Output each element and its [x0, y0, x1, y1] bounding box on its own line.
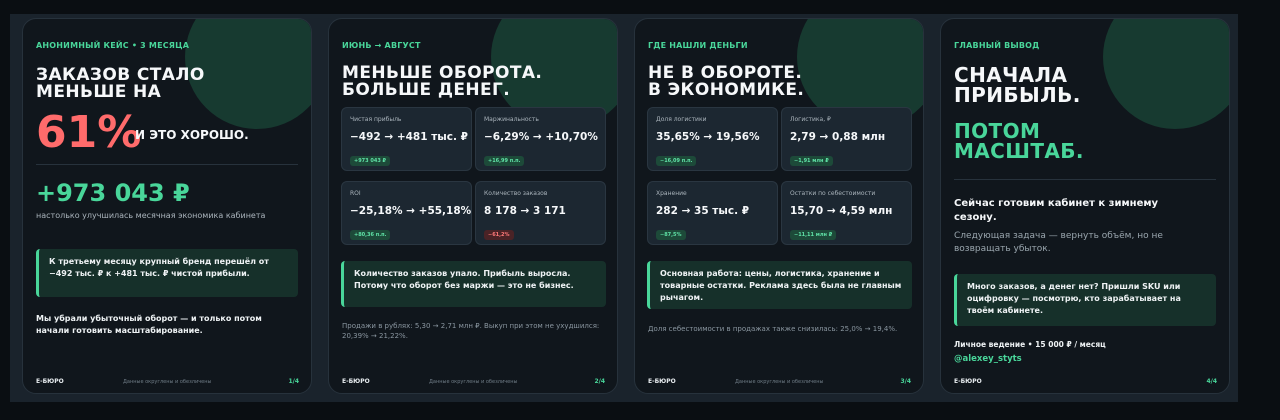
metric-delta-badge: −1,91 млн ₽: [790, 156, 833, 166]
metric-card: Маржинальность −6,29% → +10,70% +16,99 п…: [475, 107, 606, 171]
metric-card: Чистая прибыль −492 → +481 тыс. ₽ +973 0…: [341, 107, 472, 171]
footer-disclaimer: Данные округлены и обезличены: [735, 379, 824, 385]
metric-value: −492 → +481 тыс. ₽: [350, 131, 468, 143]
brand-label: Е-БЮРО: [648, 378, 676, 385]
metric-value: 2,79 → 0,88 млн: [790, 131, 886, 143]
slide-title-line1: ЗАКАЗОВ СТАЛО: [36, 65, 205, 85]
brand-label: Е-БЮРО: [954, 378, 982, 385]
metric-delta-badge: +16,99 п.п.: [484, 156, 525, 166]
metric-value: −25,18% → +55,18%: [350, 205, 472, 217]
metric-delta-badge: −87,5%: [656, 230, 686, 240]
slide-title-line1: СНАЧАЛА: [954, 63, 1068, 87]
slide-title-line2: МЕНЬШЕ НА: [36, 82, 162, 102]
page-counter: 1/4: [288, 378, 299, 385]
metric-card: Логистика, ₽ 2,79 → 0,88 млн −1,91 млн ₽: [781, 107, 912, 171]
slide-title-line2: БОЛЬШЕ ДЕНЕГ.: [342, 80, 511, 100]
subhead: Сейчас готовим кабинет к зимнему сезону.: [954, 198, 1159, 223]
slide-title-line2: В ЭКОНОМИКЕ.: [648, 80, 805, 100]
metric-card: Хранение 282 → 35 тыс. ₽ −87,5%: [647, 181, 778, 245]
metric-card: Остатки по себестоимости 15,70 → 4,59 мл…: [781, 181, 912, 245]
offer-line: Личное ведение • 15 000 ₽ / месяц: [954, 340, 1106, 349]
bottom-note: Продажи в рублях: 5,30 → 2,71 млн ₽. Вык…: [342, 322, 600, 340]
highlight-note: Основная работа: цены, логистика, хранен…: [647, 261, 912, 309]
page-counter: 2/4: [594, 378, 605, 385]
subtext: Следующая задача — вернуть объём, но не …: [954, 231, 1163, 254]
metric-label: Маржинальность: [484, 116, 539, 123]
divider: [954, 179, 1216, 180]
metric-label: Количество заказов: [484, 190, 548, 197]
slide-kicker: ИЮНЬ → АВГУСТ: [342, 41, 421, 50]
slide-kicker: ГЛАВНЫЙ ВЫВОД: [954, 41, 1040, 50]
metric-delta-badge: −16,09 п.п.: [656, 156, 697, 166]
page-counter: 4/4: [1206, 378, 1217, 385]
closing-text: Мы убрали убыточный оборот — и только по…: [36, 314, 262, 335]
amount-value: +973 043 ₽: [36, 179, 190, 207]
metric-label: Хранение: [656, 190, 687, 197]
green-line2: МАСШТАБ.: [954, 139, 1084, 163]
brand-label: Е-БЮРО: [36, 378, 64, 385]
slide-card-3: ГДЕ НАШЛИ ДЕНЬГИ НЕ В ОБОРОТЕ. В ЭКОНОМИ…: [634, 18, 924, 394]
author-handle[interactable]: @alexey_styts: [954, 354, 1022, 364]
page-counter: 3/4: [900, 378, 911, 385]
metric-card: ROI −25,18% → +55,18% +80,36 п.п.: [341, 181, 472, 245]
amount-caption: настолько улучшилась месячная экономика …: [36, 211, 266, 220]
metric-value: 282 → 35 тыс. ₽: [656, 205, 750, 217]
metric-delta-badge: +973 043 ₽: [350, 156, 391, 166]
cta-note: Много заказов, а денег нет? Пришли SKU и…: [954, 274, 1216, 326]
slide-kicker: АНОНИМНЫЙ КЕЙС • 3 МЕСЯЦА: [36, 41, 190, 50]
metric-value: 8 178 → 3 171: [484, 205, 566, 217]
metric-label: Доля логистики: [656, 116, 707, 123]
decorative-circle: [1103, 19, 1229, 129]
highlight-note: К третьему месяцу крупный бренд перешёл …: [36, 249, 298, 297]
slide-title-line1: НЕ В ОБОРОТЕ.: [648, 63, 803, 83]
footer-disclaimer: Данные округлены и обезличены: [429, 379, 518, 385]
slide-kicker: ГДЕ НАШЛИ ДЕНЬГИ: [648, 41, 748, 50]
metric-card: Количество заказов 8 178 → 3 171 −61,2%: [475, 181, 606, 245]
metric-label: Остатки по себестоимости: [790, 190, 876, 197]
big-percent: 61%: [36, 107, 142, 158]
brand-label: Е-БЮРО: [342, 378, 370, 385]
divider: [36, 164, 298, 165]
metric-value: 35,65% → 19,56%: [656, 131, 760, 143]
slide-title-line1: МЕНЬШЕ ОБОРОТА.: [342, 63, 543, 83]
footer-disclaimer: Данные округлены и обезличены: [123, 379, 212, 385]
metric-delta-badge: −11,11 млн ₽: [790, 230, 837, 240]
slide-title-line2: ПРИБЫЛЬ.: [954, 83, 1081, 107]
slide-card-2: ИЮНЬ → АВГУСТ МЕНЬШЕ ОБОРОТА. БОЛЬШЕ ДЕН…: [328, 18, 618, 394]
slide-card-1: АНОНИМНЫЙ КЕЙС • 3 МЕСЯЦА ЗАКАЗОВ СТАЛО …: [22, 18, 312, 394]
metric-label: Логистика, ₽: [790, 116, 831, 123]
metric-delta-badge: +80,36 п.п.: [350, 230, 391, 240]
metric-value: 15,70 → 4,59 млн: [790, 205, 893, 217]
metric-label: ROI: [350, 190, 361, 197]
metric-value: −6,29% → +10,70%: [484, 131, 598, 143]
percent-caption: И ЭТО ХОРОШО.: [135, 128, 249, 142]
highlight-note: Количество заказов упало. Прибыль выросл…: [341, 261, 606, 307]
slide-card-4: ГЛАВНЫЙ ВЫВОД СНАЧАЛА ПРИБЫЛЬ. ПОТОМ МАС…: [940, 18, 1230, 394]
bottom-note: Доля себестоимости в продажах также сниз…: [648, 325, 898, 333]
metric-card: Доля логистики 35,65% → 19,56% −16,09 п.…: [647, 107, 778, 171]
metric-delta-badge: −61,2%: [484, 230, 514, 240]
green-line1: ПОТОМ: [954, 119, 1041, 143]
metric-label: Чистая прибыль: [350, 116, 402, 123]
